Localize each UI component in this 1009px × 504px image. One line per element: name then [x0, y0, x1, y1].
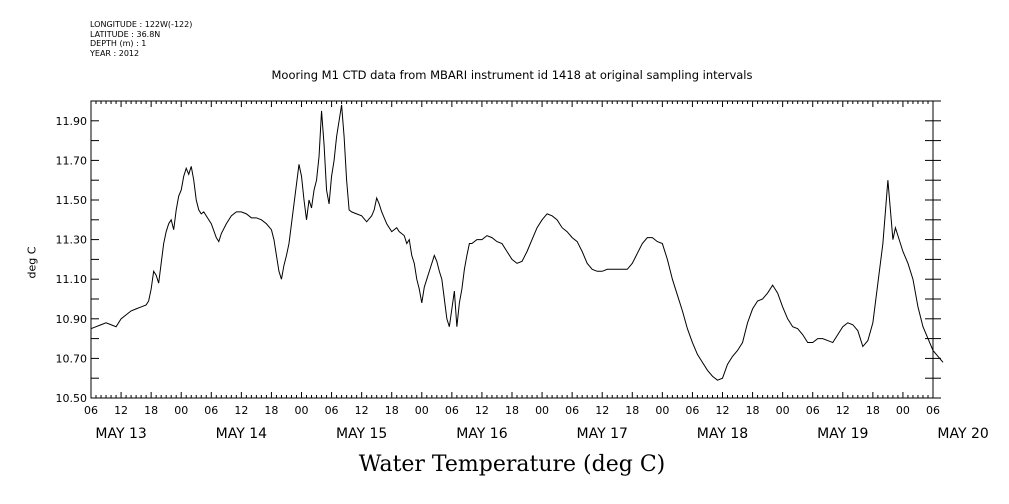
latitude-label: LATITUDE : 36.8N — [90, 29, 161, 39]
x-day-label: MAY 15 — [336, 426, 387, 442]
x-tick-label: 18 — [144, 404, 158, 417]
y-tick-label: 10.90 — [56, 313, 88, 326]
metadata-block: LONGITUDE : 122W(-122) LATITUDE : 36.8N … — [90, 20, 192, 58]
y-tick-label: 11.70 — [56, 154, 88, 167]
x-tick-label: 12 — [595, 404, 609, 417]
x-axis-label: Water Temperature (deg C) — [358, 452, 666, 477]
x-tick-label: 06 — [685, 404, 699, 417]
x-tick-label: 18 — [385, 404, 399, 417]
y-tick-label: 11.50 — [56, 194, 88, 207]
x-tick-label: 06 — [325, 404, 339, 417]
x-tick-label: 12 — [114, 404, 128, 417]
x-tick-label: 12 — [475, 404, 489, 417]
y-tick-label: 11.10 — [56, 273, 88, 286]
series-line-water-temperature — [90, 104, 944, 381]
x-tick-label: 12 — [716, 404, 730, 417]
x-tick-label: 18 — [625, 404, 639, 417]
x-tick-label: 00 — [415, 404, 429, 417]
x-tick-label: 06 — [204, 404, 218, 417]
depth-label: DEPTH (m) : 1 — [90, 39, 147, 49]
x-tick-label: 00 — [295, 404, 309, 417]
plot-frame — [90, 100, 934, 399]
x-tick-label: 00 — [174, 404, 188, 417]
x-tick-label: 18 — [264, 404, 278, 417]
y-tick-label: 11.30 — [56, 234, 88, 247]
x-tick-label: 06 — [565, 404, 579, 417]
x-tick-label: 00 — [776, 404, 790, 417]
x-tick-label: 18 — [505, 404, 519, 417]
x-tick-label: 06 — [806, 404, 820, 417]
x-day-label: MAY 18 — [697, 426, 748, 442]
x-tick-label: 12 — [234, 404, 248, 417]
x-day-label: MAY 20 — [937, 426, 988, 442]
x-day-label: MAY 16 — [456, 426, 507, 442]
x-tick-label: 00 — [655, 404, 669, 417]
chart-title: Mooring M1 CTD data from MBARI instrumen… — [271, 68, 753, 82]
x-day-label: MAY 14 — [216, 426, 267, 442]
x-tick-label: 12 — [355, 404, 369, 417]
x-tick-label: 06 — [84, 404, 98, 417]
x-day-label: MAY 13 — [95, 426, 146, 442]
x-day-label: MAY 17 — [577, 426, 628, 442]
longitude-label: LONGITUDE : 122W(-122) — [90, 20, 193, 29]
x-tick-label: 18 — [746, 404, 760, 417]
y-tick-label: 10.70 — [56, 352, 88, 365]
x-tick-label: 06 — [926, 404, 940, 417]
y-tick-label: 10.50 — [56, 392, 88, 405]
x-day-label: MAY 19 — [817, 426, 868, 442]
x-tick-label: 00 — [896, 404, 910, 417]
x-tick-label: 12 — [836, 404, 850, 417]
y-tick-label: 11.90 — [56, 115, 88, 128]
x-tick-label: 00 — [535, 404, 549, 417]
x-tick-label: 18 — [866, 404, 880, 417]
x-tick-label: 06 — [445, 404, 459, 417]
year-label: YEAR : 2012 — [90, 48, 140, 58]
